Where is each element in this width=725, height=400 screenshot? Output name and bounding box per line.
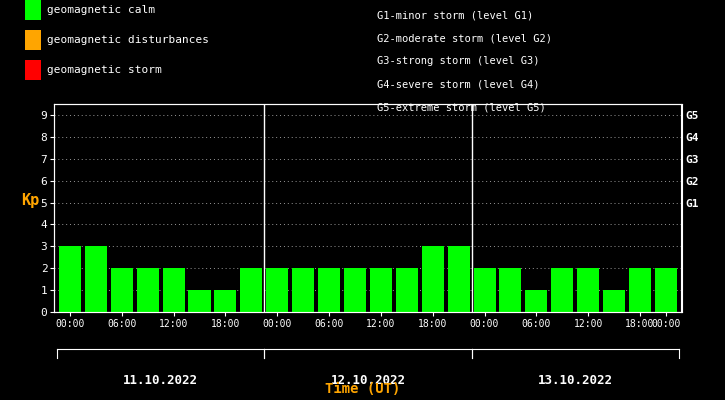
Bar [266,268,289,312]
Bar [577,268,600,312]
Text: G4-severe storm (level G4): G4-severe storm (level G4) [377,80,539,90]
Text: 12.10.2022: 12.10.2022 [331,374,405,387]
Text: geomagnetic disturbances: geomagnetic disturbances [47,35,209,45]
Text: G1-minor storm (level G1): G1-minor storm (level G1) [377,10,534,20]
Bar [655,268,677,312]
Text: geomagnetic storm: geomagnetic storm [47,65,162,75]
Text: G5-extreme storm (level G5): G5-extreme storm (level G5) [377,103,546,113]
Bar [111,268,133,312]
Bar [162,268,185,312]
Bar [240,268,262,312]
Text: 13.10.2022: 13.10.2022 [538,374,613,387]
Bar [85,246,107,312]
Bar [344,268,366,312]
Text: Time (UT): Time (UT) [325,382,400,396]
Bar [292,268,314,312]
Text: G3-strong storm (level G3): G3-strong storm (level G3) [377,56,539,66]
Bar [370,268,392,312]
Bar [215,290,236,312]
Text: geomagnetic calm: geomagnetic calm [47,5,155,15]
Bar [422,246,444,312]
Text: G2-moderate storm (level G2): G2-moderate storm (level G2) [377,33,552,43]
Bar [318,268,340,312]
Bar [59,246,81,312]
Bar [396,268,418,312]
Bar [500,268,521,312]
Bar [188,290,210,312]
Bar [551,268,573,312]
Bar [447,246,470,312]
Bar [136,268,159,312]
Text: 11.10.2022: 11.10.2022 [123,374,198,387]
Bar [603,290,625,312]
Bar [473,268,496,312]
Bar [526,290,547,312]
Y-axis label: Kp: Kp [22,193,40,208]
Bar [629,268,651,312]
